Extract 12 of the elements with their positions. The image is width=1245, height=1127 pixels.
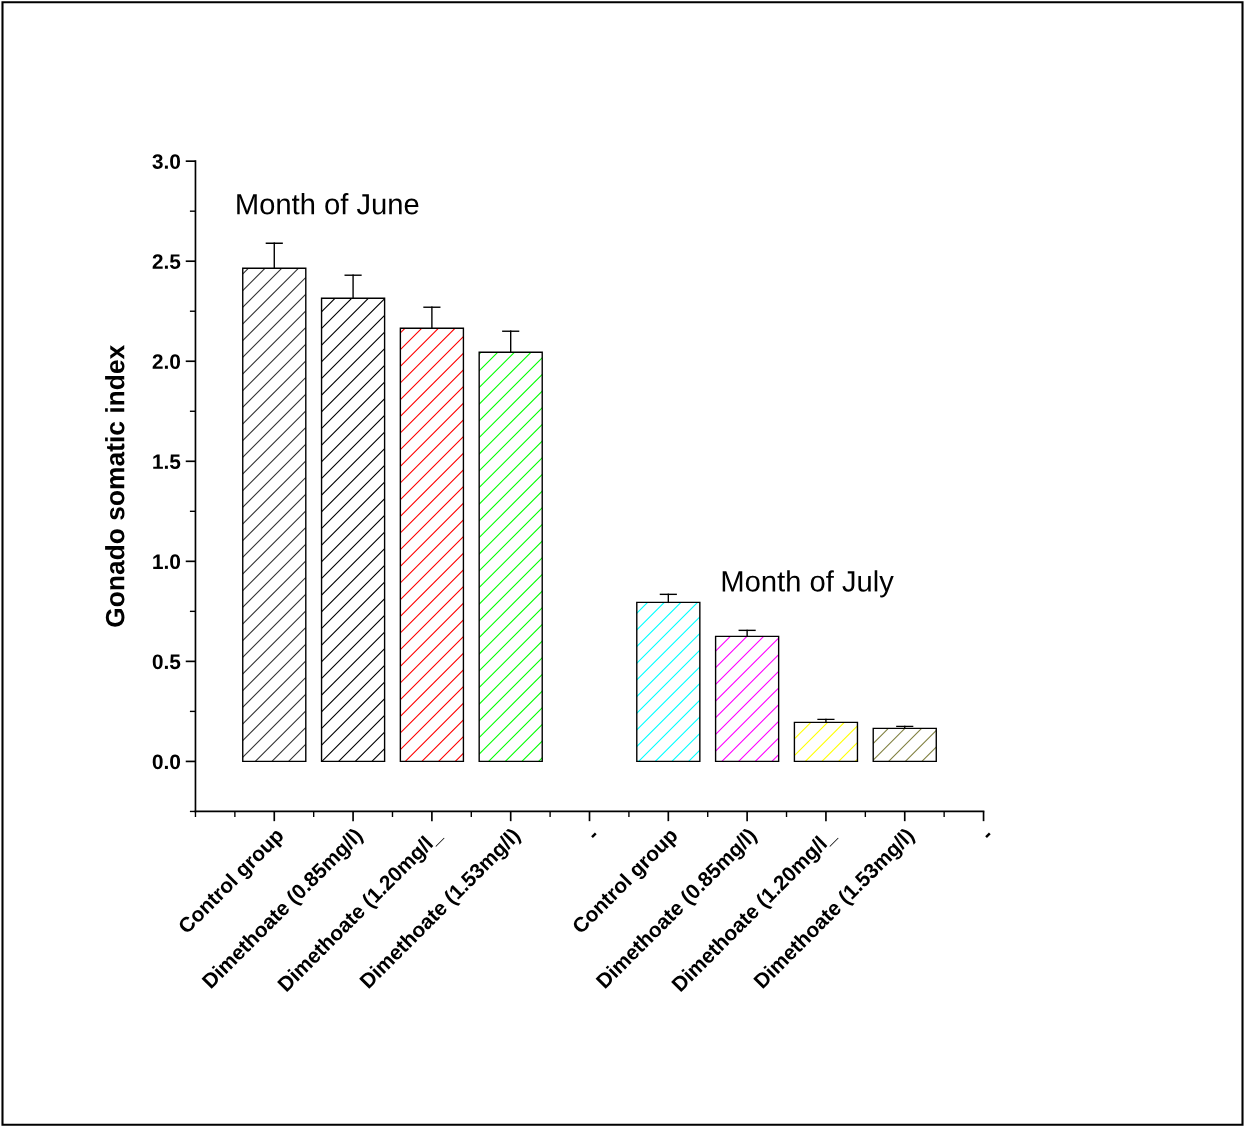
y-tick-label: 2.5 bbox=[152, 254, 181, 269]
y-tick-label: 1.5 bbox=[153, 454, 181, 470]
x-tick-label: - bbox=[985, 832, 991, 839]
annotation: Month of July bbox=[722, 570, 894, 598]
y-tick-label: 0.0 bbox=[152, 754, 181, 770]
x-tick-label: - bbox=[591, 832, 597, 839]
y-tick-label: 3.0 bbox=[152, 154, 181, 169]
y-tick-label: 0.5 bbox=[152, 654, 181, 670]
annotation: Month of June bbox=[237, 193, 419, 215]
y-axis-title: Gonado somatic index bbox=[105, 344, 125, 627]
y-tick-label: 1.0 bbox=[153, 554, 181, 570]
y-tick-label: 2.0 bbox=[152, 354, 181, 369]
